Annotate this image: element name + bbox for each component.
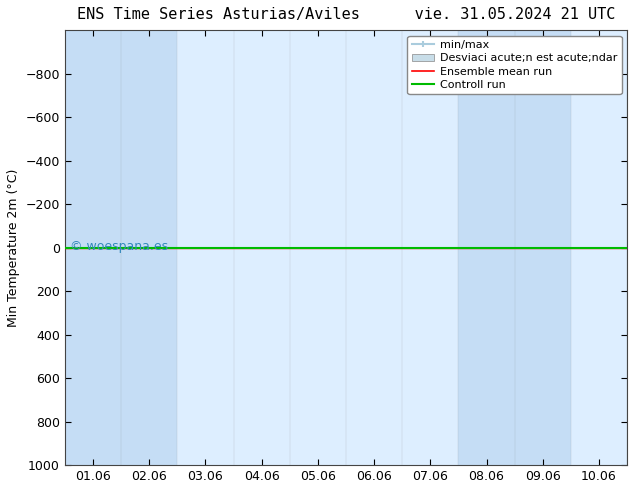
- Title: ENS Time Series Asturias/Aviles      vie. 31.05.2024 21 UTC: ENS Time Series Asturias/Aviles vie. 31.…: [77, 7, 615, 22]
- Text: © woespana.es: © woespana.es: [70, 240, 169, 253]
- Bar: [65, 30, 178, 465]
- Y-axis label: Min Temperature 2m (°C): Min Temperature 2m (°C): [7, 169, 20, 327]
- Bar: [458, 30, 571, 465]
- Legend: min/max, Desviaci acute;n est acute;ndar, Ensemble mean run, Controll run: min/max, Desviaci acute;n est acute;ndar…: [408, 36, 621, 95]
